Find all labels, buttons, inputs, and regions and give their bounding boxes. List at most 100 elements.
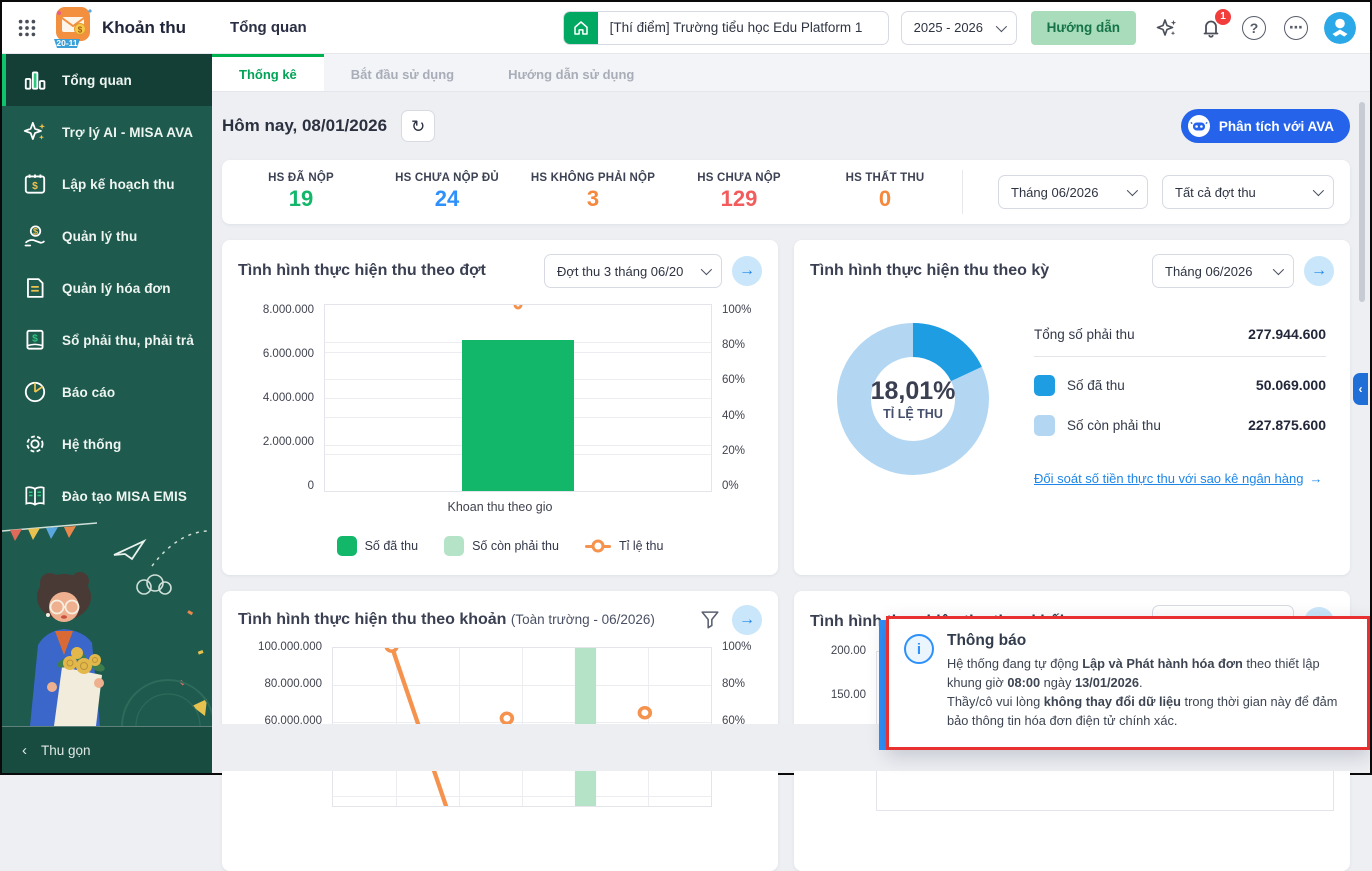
- detail-value: 277.944.600: [1248, 326, 1326, 342]
- stat-item-1[interactable]: HS CHƯA NỘP ĐỦ 24: [374, 172, 520, 212]
- app-grid-icon[interactable]: [16, 16, 40, 40]
- sidebar-item-8[interactable]: Đào tạo MISA EMIS: [2, 470, 212, 522]
- stat-item-2[interactable]: HS KHÔNG PHẢI NỘP 3: [520, 172, 666, 212]
- more-options-icon[interactable]: ⋯: [1284, 15, 1308, 40]
- legend-swatch: [336, 536, 357, 556]
- chart-title: Tình hình thực hiện thu theo kỳ: [810, 262, 1050, 279]
- sidebar-item-label: Tổng quan: [62, 72, 132, 88]
- school-input[interactable]: [597, 20, 888, 35]
- stat-item-3[interactable]: HS CHƯA NỘP 129: [666, 172, 812, 212]
- svg-text:$: $: [32, 333, 38, 344]
- app-logo-icon: $ 20-11: [50, 5, 94, 51]
- sidebar-item-4[interactable]: Quản lý hóa đơn: [2, 262, 212, 314]
- legend-item-0: Số đã thu: [336, 536, 418, 556]
- chevron-down-icon: [1126, 184, 1139, 197]
- legend-label: Số còn phải thu: [472, 539, 559, 553]
- notification-title: Thông báo: [947, 632, 1027, 649]
- notification-badge: 1: [1215, 8, 1231, 25]
- vertical-scrollbar[interactable]: [1359, 102, 1365, 302]
- y-axis-tick: 150.00: [830, 689, 866, 701]
- user-avatar[interactable]: [1324, 11, 1356, 44]
- y-axis-tick: 80%: [722, 678, 746, 690]
- chevron-down-icon: [995, 20, 1007, 32]
- home-icon[interactable]: [563, 11, 598, 44]
- top-header: $ 20-11 Khoản thu Tổng quan 2025 - 2026 …: [2, 2, 1370, 54]
- arrow-right-icon: →: [1309, 471, 1323, 486]
- sidebar-item-2[interactable]: $ Lập kế hoạch thu: [2, 158, 212, 210]
- tab-2[interactable]: Hướng dẫn sử dụng: [508, 66, 635, 82]
- calendar-money-icon: $: [22, 171, 48, 197]
- filter-funnel-icon[interactable]: [698, 608, 722, 632]
- open-detail-arrow-button[interactable]: →: [732, 605, 762, 635]
- period-select[interactable]: Tháng 06/2026: [1152, 254, 1294, 288]
- y-axis-tick: 60%: [722, 374, 746, 387]
- donut-detail-row-0: Tổng số phải thu 277.944.600: [1034, 314, 1326, 354]
- svg-text:$: $: [33, 226, 38, 236]
- stat-label: HS CHƯA NỘP: [697, 172, 781, 184]
- y-axis-tick: 80.000.000: [264, 678, 322, 690]
- legend-line-marker: [584, 544, 611, 548]
- chevron-down-icon: [700, 263, 713, 276]
- y-axis-tick: 6.000.000: [262, 348, 314, 360]
- school-year-select[interactable]: 2025 - 2026: [900, 10, 1017, 45]
- detail-divider: [1034, 356, 1326, 357]
- detail-swatch: [1034, 374, 1055, 396]
- sidebar-item-label: Báo cáo: [62, 384, 116, 400]
- y-axis-tick: 100%: [722, 304, 752, 316]
- sidebar-item-3[interactable]: $ Quản lý thu: [2, 210, 212, 262]
- sidebar-item-6[interactable]: Báo cáo: [2, 366, 212, 418]
- month-filter-select[interactable]: Tháng 06/2026: [998, 175, 1148, 209]
- sidebar-item-0[interactable]: Tổng quan: [2, 54, 212, 106]
- collected-bar: [462, 339, 574, 491]
- y-axis-tick: 0: [307, 480, 314, 492]
- tab-0[interactable]: Thống kê: [212, 54, 324, 91]
- chart-title: Tình hình thực hiện thu theo khoản (Toàn…: [238, 611, 655, 628]
- sidebar-item-1[interactable]: Trợ lý AI - MISA AVA: [2, 106, 212, 158]
- batch-filter-select[interactable]: Tất cả đợt thu: [1162, 175, 1334, 209]
- stat-value: 129: [720, 186, 758, 211]
- open-detail-arrow-button[interactable]: →: [732, 256, 762, 286]
- nav-tong-quan[interactable]: Tổng quan: [230, 19, 307, 36]
- ava-robot-icon: [1187, 114, 1211, 138]
- pie-chart-icon: [22, 379, 48, 405]
- chevron-down-icon: [1312, 184, 1325, 197]
- y-axis-tick: 40%: [722, 409, 746, 422]
- page-title: Khoản thu: [102, 17, 187, 37]
- stat-label: HS THẤT THU: [845, 172, 925, 184]
- tab-1[interactable]: Bắt đầu sử dụng: [350, 66, 455, 82]
- stat-item-4[interactable]: HS THẤT THU 0: [812, 172, 958, 212]
- sidebar-item-7[interactable]: Hệ thống: [2, 418, 212, 470]
- open-detail-arrow-button[interactable]: →: [1304, 256, 1334, 286]
- chevron-down-icon: [1272, 263, 1285, 276]
- guide-button[interactable]: Hướng dẫn: [1030, 10, 1136, 45]
- sidebar-collapse-button[interactable]: ‹ Thu gọn: [2, 726, 212, 773]
- rate-marker: [513, 305, 523, 310]
- gear-icon: [22, 431, 48, 457]
- chart-card-by-batch: Tình hình thực hiện thu theo đợt Đợt thu…: [222, 240, 778, 575]
- y-axis-tick: 100.000.000: [258, 641, 322, 653]
- help-icon[interactable]: ?: [1242, 15, 1266, 40]
- stat-item-0[interactable]: HS ĐÃ NỘP 19: [228, 172, 374, 212]
- logo-ribbon-text: 20-11: [56, 38, 78, 48]
- notifications-bell-icon[interactable]: 1: [1198, 8, 1231, 41]
- chart-title: Tình hình thực hiện thu theo đợt: [238, 262, 486, 279]
- analyze-ava-button[interactable]: Phân tích với AVA: [1180, 109, 1350, 143]
- sidebar-item-5[interactable]: $ Sổ phải thu, phải trả: [2, 314, 212, 366]
- sidebar-item-label: Hệ thống: [62, 436, 122, 452]
- y-axis-tick: 0%: [722, 479, 739, 492]
- sidebar-item-label: Quản lý hóa đơn: [62, 280, 171, 296]
- chart-legend: Số đã thu Số còn phải thu Tỉ lệ thu: [238, 536, 762, 556]
- batch-select[interactable]: Đợt thu 3 tháng 06/20: [544, 254, 722, 288]
- y-axis-tick: 100%: [722, 641, 752, 653]
- ai-sparkle-header-icon[interactable]: [1154, 15, 1180, 41]
- info-icon: i: [904, 634, 934, 664]
- stat-label: HS KHÔNG PHẢI NỘP: [530, 172, 656, 184]
- svg-text:$: $: [78, 25, 83, 34]
- refresh-button[interactable]: ↻: [401, 110, 436, 142]
- reconcile-bank-link[interactable]: Đối soát số tiền thực thu với sao kê ngâ…: [1034, 471, 1304, 486]
- sidebar-illustration: [2, 522, 212, 726]
- y-axis-tick: 4.000.000: [262, 392, 314, 404]
- y-axis-tick: 80%: [722, 339, 746, 352]
- y-axis-tick: 20%: [722, 444, 746, 457]
- panel-collapse-handle[interactable]: ‹: [1353, 373, 1368, 405]
